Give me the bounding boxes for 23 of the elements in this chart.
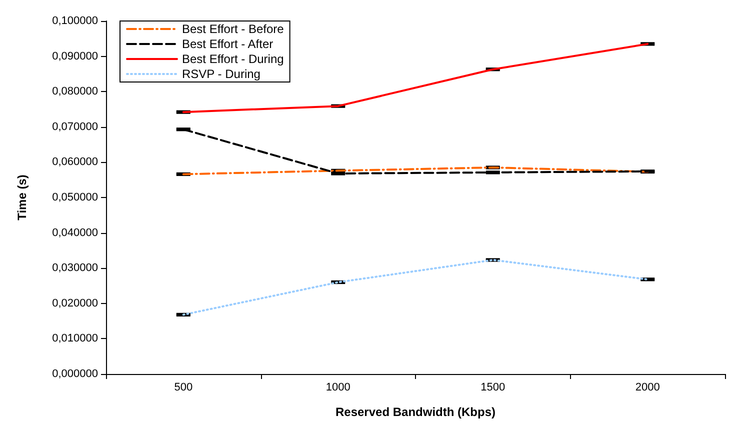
- y-tick-label: 0,100000: [52, 15, 98, 27]
- y-tick-label: 0,010000: [52, 332, 98, 345]
- line-series: [182, 258, 649, 316]
- y-tick-label: 0,090000: [52, 50, 98, 62]
- y-tick-label: 0,030000: [52, 262, 98, 274]
- line-series: [182, 166, 649, 176]
- legend-label: Best Effort - After: [182, 37, 274, 51]
- y-tick-label: 0,040000: [52, 226, 98, 239]
- y-axis-title: Time (s): [15, 174, 29, 220]
- x-axis-title: Reserved Bandwidth (Kbps): [335, 405, 496, 419]
- y-tick-label: 0,060000: [52, 156, 98, 168]
- legend-label: Best Effort - Before: [182, 22, 284, 36]
- x-tick-label: 1500: [480, 382, 506, 394]
- y-tick-label: 0,000000: [52, 368, 98, 380]
- x-tick-label: 500: [174, 382, 193, 394]
- legend-label: Best Effort - During: [182, 52, 284, 66]
- y-tick-label: 0,050000: [52, 192, 98, 204]
- x-tick-label: 1000: [326, 382, 350, 394]
- y-tick-label: 0,070000: [52, 120, 98, 133]
- x-tick-label: 2000: [635, 382, 660, 394]
- legend-label: RSVP - During: [182, 67, 260, 81]
- y-tick-label: 0,080000: [52, 86, 98, 98]
- y-tick-label: 0,020000: [52, 297, 98, 310]
